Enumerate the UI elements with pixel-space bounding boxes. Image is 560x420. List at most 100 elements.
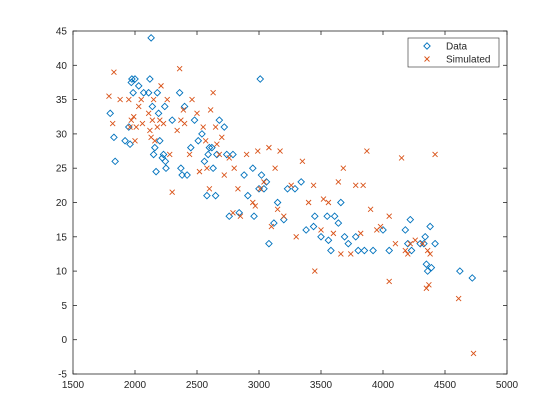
simulated-point-cross [169,189,176,196]
data-point-diamond [168,116,177,125]
simulated-point-cross [364,148,370,154]
legend-box [407,37,500,68]
simulated-point-cross [407,240,414,247]
simulated-point-cross [200,124,207,130]
simulated-point-cross [189,96,195,103]
data-point-diamond [265,239,273,248]
data-point-diamond [111,157,119,166]
x-tick-label: 2000 [124,380,147,391]
data-point-diamond [222,150,231,159]
y-tick-label: -5 [58,370,67,381]
simulated-point-cross [404,251,411,257]
data-point-diamond [175,88,184,97]
x-tick-label: 3500 [310,380,333,391]
data-point-diamond [229,150,237,159]
simulated-point-cross [230,209,236,216]
data-point-diamond [317,232,325,241]
simulated-point-cross [252,203,259,209]
simulated-point-cross [330,230,337,237]
data-point-diamond [256,75,265,83]
simulated-point-cross [277,148,283,154]
simulated-point-cross [432,151,438,158]
simulated-point-cross [254,148,261,154]
x-tick-label: 3000 [248,380,271,391]
data-point-diamond [208,143,216,152]
simulated-point-cross [145,110,152,117]
data-point-diamond [262,178,271,186]
simulated-point-cross [427,251,433,257]
simulated-point-cross [318,227,324,233]
simulated-point-cross [360,182,366,189]
series-data [106,34,477,282]
data-point-diamond [360,246,369,255]
data-point-diamond [153,88,162,97]
simulated-point-cross [160,120,167,127]
y-tick-label: 15 [56,232,68,243]
data-point-diamond [194,136,203,145]
data-point-diamond [162,164,170,173]
y-tick-label: 35 [56,95,68,106]
simulated-point-cross [231,165,238,172]
simulated-point-cross [257,185,264,192]
data-point-diamond [154,109,163,118]
data-point-diamond [291,184,299,193]
simulated-point-cross [127,124,133,130]
simulated-point-cross [320,196,327,202]
simulated-point-cross [367,206,374,213]
simulated-point-cross [288,182,295,189]
simulated-point-cross [310,182,317,189]
simulated-point-cross [386,278,393,285]
data-point-diamond [323,212,332,221]
data-point-diamond [406,215,415,224]
data-point-diamond [385,246,394,255]
simulated-point-cross [392,240,399,247]
simulated-point-cross [147,127,153,134]
data-point-diamond [215,116,224,125]
simulated-point-cross [237,213,244,220]
simulated-point-cross [128,117,135,123]
data-point-diamond [283,184,292,193]
simulated-point-cross [249,199,256,206]
data-point-diamond [161,157,170,166]
legend-label: Simulated [446,55,490,66]
data-point-diamond [426,222,434,231]
simulated-point-cross [221,172,228,178]
x-tick-label: 2500 [186,380,209,391]
simulated-point-cross [111,69,117,75]
simulated-point-cross [347,251,354,257]
data-point-diamond [213,150,221,159]
simulated-point-cross [335,179,342,185]
simulated-point-cross [419,240,426,247]
y-tick-label: 5 [61,301,67,312]
simulated-point-cross [106,93,112,99]
x-tick-label: 4000 [372,380,395,391]
y-tick-label: 40 [56,61,68,72]
data-point-diamond [203,191,211,200]
simulated-point-cross [426,282,432,288]
simulated-point-cross [202,137,209,144]
simulated-point-cross [268,223,275,230]
simulated-point-cross [212,124,219,130]
simulated-point-cross [423,285,430,292]
data-point-diamond [152,167,160,176]
simulated-point-cross [243,151,250,158]
data-point-diamond [178,171,186,179]
data-point-diamond [468,274,477,282]
simulated-point-cross [206,185,213,192]
data-point-diamond [126,140,134,149]
y-tick-label: 0 [61,335,67,346]
data-point-diamond [190,116,199,125]
simulated-point-cross [135,103,142,110]
data-point-diamond [309,222,318,231]
data-point-diamond [250,212,258,221]
simulated-point-cross [352,182,359,189]
simulated-point-cross [235,185,241,192]
data-point-diamond [423,267,432,275]
data-point-diamond [106,109,115,118]
simulated-point-cross [216,151,223,158]
tick-layer: 1500 2000 2500 3000 3500 4000 4500 5000 -5 0 5 10 15… [56,27,519,392]
simulated-point-cross [154,124,161,130]
data-point-diamond [407,246,416,255]
simulated-point-cross [272,165,278,172]
data-point-diamond [159,150,168,159]
